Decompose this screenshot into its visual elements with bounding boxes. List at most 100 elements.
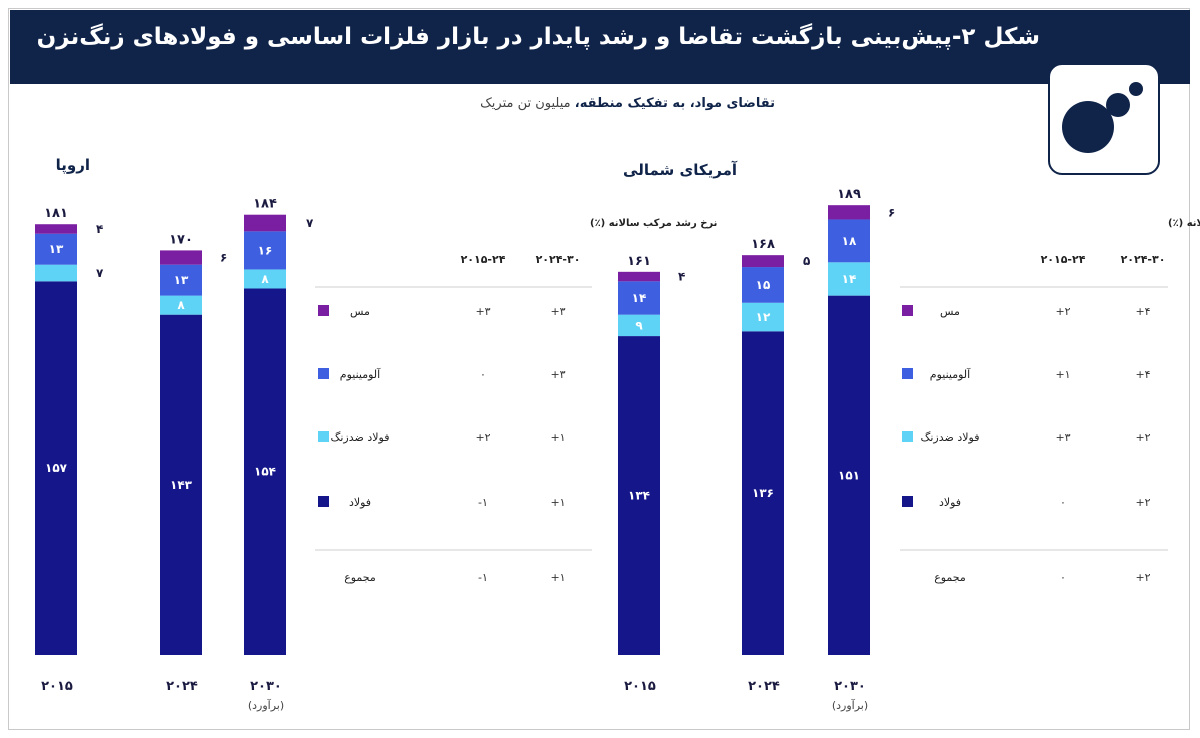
bar-segment xyxy=(742,255,784,268)
logo xyxy=(1048,63,1160,175)
legend-swatch xyxy=(318,305,329,316)
growth-value: +۱ xyxy=(550,496,565,509)
bar-segment xyxy=(160,250,202,265)
figure-frame xyxy=(8,8,1190,730)
growth-value: +۱ xyxy=(550,431,565,444)
growth-value: +۲ xyxy=(475,431,490,444)
data-label: ۱۳ xyxy=(174,273,189,287)
growth-value: +۲ xyxy=(1135,571,1150,584)
x-tick-note: (برآورد) xyxy=(832,698,868,712)
data-label: ۱۳۶ xyxy=(752,486,774,500)
total-label: ۱۸۹ xyxy=(837,187,861,202)
data-label: ۵ xyxy=(803,254,810,268)
growth-table-heading: نرخ رشد مرکب سالانه (٪) xyxy=(590,218,717,229)
bar-segment xyxy=(742,331,784,655)
bar-segment xyxy=(828,219,870,263)
data-label: ۷ xyxy=(306,216,314,230)
bar-segment xyxy=(244,214,286,232)
bar-segment xyxy=(244,288,286,655)
data-label: ۶ xyxy=(220,251,227,265)
logo-circles-icon xyxy=(1062,82,1143,153)
legend-swatch xyxy=(318,431,329,442)
growth-value: +۴ xyxy=(1135,368,1150,381)
growth-value: +۲ xyxy=(1135,431,1150,444)
data-label: ۸ xyxy=(261,272,269,286)
legend-swatch xyxy=(902,431,913,442)
growth-value: +۲ xyxy=(1135,496,1150,509)
data-label: ۱۴ xyxy=(632,291,647,305)
subtitle-unit: میلیون تن متریک xyxy=(480,96,571,111)
legend-label: فولاد xyxy=(349,496,371,509)
data-label: ۴ xyxy=(678,270,685,284)
data-label: ۶ xyxy=(888,205,895,219)
growth-table-heading: رخ رشد مرکب سالانه (٪) xyxy=(1168,218,1200,229)
total-label: ۱۶۱ xyxy=(627,254,651,269)
data-label: ۱۸ xyxy=(842,234,857,248)
x-tick-label: ۲۰۳۰ xyxy=(250,679,282,694)
total-label: ۱۷۰ xyxy=(169,232,193,247)
data-label: ۴ xyxy=(96,222,103,236)
data-label: ۱۵۱ xyxy=(838,468,860,482)
legend-label: مس xyxy=(350,305,370,318)
growth-value: +۲ xyxy=(1055,305,1070,318)
growth-col-header: ۲۰۱۵-۲۴ xyxy=(1041,253,1086,266)
page-title: شکل ۲-پیش‌بینی بازگشت تقاضا و رشد پایدار… xyxy=(36,24,1040,50)
data-label: ۱۳ xyxy=(49,242,64,256)
bar-segment xyxy=(828,205,870,220)
bar-segment xyxy=(828,295,870,655)
legend-label: آلومینیوم xyxy=(340,367,381,381)
growth-value: -۱ xyxy=(478,571,488,584)
total-label: ۱۶۸ xyxy=(751,237,775,252)
bar-segment xyxy=(618,281,660,315)
total-label: ۱۸۱ xyxy=(44,206,68,221)
region-title-europe: اروپا xyxy=(55,156,90,174)
legend-label: فولاد ضدزنگ xyxy=(921,431,980,444)
legend-label: فولاد ضدزنگ xyxy=(331,431,390,444)
x-tick-label: ۲۰۳۰ xyxy=(834,679,866,694)
bar-segment xyxy=(618,271,660,282)
bar-segment xyxy=(828,262,870,296)
growth-value: +۴ xyxy=(1135,305,1150,318)
legend-label: مجموع xyxy=(934,571,966,584)
growth-value: +۳ xyxy=(550,305,565,318)
growth-col-header: ۲۰۲۴-۳۰ xyxy=(536,253,581,266)
growth-col-header: ۲۰۲۴-۳۰ xyxy=(1121,253,1166,266)
bar-segment xyxy=(160,314,202,655)
legend-label: مس xyxy=(940,305,960,318)
data-label: ۱۴ xyxy=(842,272,857,286)
legend-swatch xyxy=(902,496,913,507)
bar-segment xyxy=(35,233,77,265)
x-tick-label: ۲۰۱۵ xyxy=(41,679,73,694)
bar-segment xyxy=(35,281,77,655)
x-tick-label: ۲۰۱۵ xyxy=(624,679,656,694)
legend-swatch xyxy=(318,496,329,507)
chart-subtitle: تقاضای مواد، به تفکیک منطقه، میلیون تن م… xyxy=(480,96,775,111)
bar-segment xyxy=(618,336,660,655)
growth-value: +۱ xyxy=(1055,368,1070,381)
legend-label: مجموع xyxy=(344,571,376,584)
x-tick-note: (برآورد) xyxy=(248,698,284,712)
data-label: ۱۵۴ xyxy=(254,465,276,479)
growth-value: ۰ xyxy=(480,368,486,381)
bar-segment xyxy=(742,267,784,303)
data-label: ۱۴۳ xyxy=(170,478,193,492)
bar-segment xyxy=(618,314,660,337)
header-bar: شکل ۲-پیش‌بینی بازگشت تقاضا و رشد پایدار… xyxy=(10,10,1190,84)
growth-value: ۰ xyxy=(1060,496,1066,509)
legend-label: فولاد xyxy=(939,496,961,509)
data-label: ۱۵۷ xyxy=(45,461,68,475)
bar-segment xyxy=(160,295,202,315)
x-tick-label: ۲۰۲۴ xyxy=(748,679,780,694)
legend-swatch xyxy=(902,305,913,316)
growth-col-header: ۲۰۱۵-۲۴ xyxy=(461,253,506,266)
bar-segment xyxy=(35,264,77,282)
legend-label: آلومینیوم xyxy=(930,367,971,381)
total-label: ۱۸۴ xyxy=(253,197,277,212)
bar-segment xyxy=(244,231,286,270)
growth-value: +۱ xyxy=(550,571,565,584)
data-label: ۸ xyxy=(177,298,185,312)
data-label: ۱۳۴ xyxy=(628,489,650,503)
data-label: ۱۶ xyxy=(258,243,273,257)
